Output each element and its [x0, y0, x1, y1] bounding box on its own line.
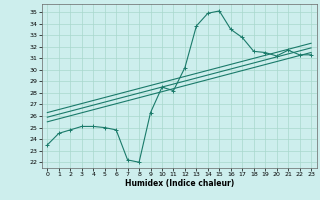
X-axis label: Humidex (Indice chaleur): Humidex (Indice chaleur)	[124, 179, 234, 188]
